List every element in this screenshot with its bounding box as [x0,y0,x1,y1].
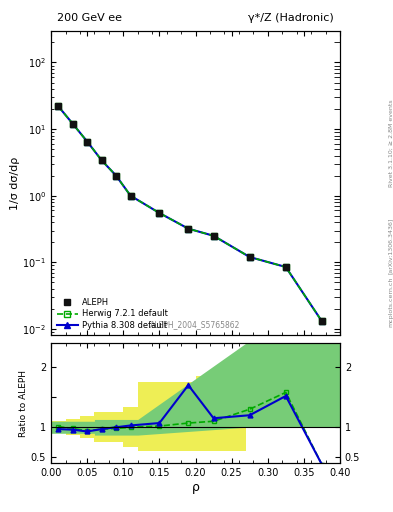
Herwig 7.2.1 default [320,318,324,325]
Pythia 8.308 default [85,138,90,144]
ALEPH [247,254,252,260]
Text: Rivet 3.1.10; ≥ 2.8M events: Rivet 3.1.10; ≥ 2.8M events [388,99,393,187]
Pythia 8.308 default [247,254,252,260]
ALEPH [56,103,61,110]
Herwig 7.2.1 default [99,157,104,163]
Herwig 7.2.1 default [70,121,75,127]
Y-axis label: 1/σ dσ/dρ: 1/σ dσ/dρ [9,156,20,210]
Pythia 8.308 default [99,157,104,163]
ALEPH [70,121,75,127]
ALEPH [99,157,104,163]
Pythia 8.308 default [283,264,288,270]
Pythia 8.308 default [186,226,191,232]
ALEPH [85,138,90,144]
Line: ALEPH: ALEPH [55,103,325,325]
Pythia 8.308 default [114,173,118,179]
ALEPH [211,233,216,239]
Herwig 7.2.1 default [114,173,118,179]
ALEPH [128,193,133,199]
Text: [arXiv:1306.3436]: [arXiv:1306.3436] [388,218,393,274]
ALEPH [157,210,162,216]
Line: Pythia 8.308 default: Pythia 8.308 default [55,103,325,325]
Pythia 8.308 default [128,193,133,199]
Pythia 8.308 default [320,318,324,325]
Herwig 7.2.1 default [128,193,133,199]
Text: ALEPH_2004_S5765862: ALEPH_2004_S5765862 [151,321,241,329]
ALEPH [283,264,288,270]
Y-axis label: Ratio to ALEPH: Ratio to ALEPH [19,370,28,437]
ALEPH [320,318,324,325]
ALEPH [114,173,118,179]
Herwig 7.2.1 default [85,138,90,144]
Line: Herwig 7.2.1 default: Herwig 7.2.1 default [55,103,325,325]
Pythia 8.308 default [70,121,75,127]
Herwig 7.2.1 default [247,254,252,260]
Herwig 7.2.1 default [157,210,162,216]
ALEPH [186,226,191,232]
Pythia 8.308 default [211,233,216,239]
Text: γ*/Z (Hadronic): γ*/Z (Hadronic) [248,13,334,23]
Herwig 7.2.1 default [56,103,61,110]
Text: mcplots.cern.ch: mcplots.cern.ch [388,277,393,327]
Herwig 7.2.1 default [186,226,191,232]
Legend: ALEPH, Herwig 7.2.1 default, Pythia 8.308 default: ALEPH, Herwig 7.2.1 default, Pythia 8.30… [55,296,169,331]
Herwig 7.2.1 default [283,264,288,270]
Pythia 8.308 default [157,210,162,216]
Pythia 8.308 default [56,103,61,110]
Herwig 7.2.1 default [211,233,216,239]
Text: 200 GeV ee: 200 GeV ee [57,13,122,23]
X-axis label: ρ: ρ [191,481,200,494]
